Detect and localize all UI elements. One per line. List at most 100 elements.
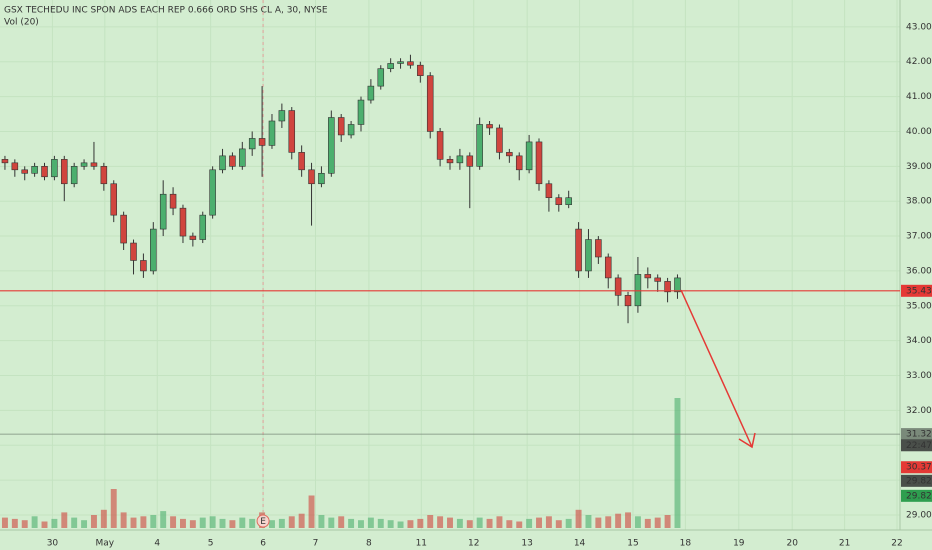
x-tick-label: 21 [839, 539, 850, 549]
volume-bar [595, 517, 602, 528]
price-tag [901, 428, 932, 441]
candle-body [298, 152, 305, 171]
volume-bar [348, 518, 355, 528]
candle-body [654, 277, 661, 282]
volume-bar [565, 518, 572, 528]
y-tick-label: 34.00 [906, 336, 932, 346]
candle-body [239, 148, 246, 167]
candle-body [318, 172, 325, 185]
chart-title: GSX TECHEDU INC SPON ADS EACH REP 0.666 … [4, 6, 328, 16]
volume-bar [81, 520, 88, 528]
volume-bar [496, 516, 503, 528]
volume-bar [239, 517, 246, 528]
volume-bar [555, 520, 562, 528]
event-label: E [260, 517, 266, 527]
x-tick-label: 11 [416, 539, 427, 549]
candle-body [634, 274, 642, 307]
volume-bar [189, 520, 196, 528]
candle-body [476, 124, 483, 167]
candle-body [387, 63, 394, 69]
candle-body [120, 214, 127, 244]
candle-body [308, 169, 315, 185]
volume-bar [199, 517, 206, 528]
x-tick-label: May [96, 539, 115, 549]
volume-bar [397, 521, 404, 528]
candle-body [436, 131, 444, 160]
volume-bar [625, 512, 631, 528]
candle-body [397, 61, 404, 64]
candle-body [486, 124, 493, 129]
candle-body [229, 155, 236, 167]
candle-body [426, 75, 434, 132]
candle-body [189, 235, 197, 240]
price-tag [901, 461, 932, 474]
y-tick-label: 32.00 [906, 406, 932, 416]
candle-body [130, 242, 137, 261]
volume-bar [654, 517, 661, 528]
volume-bar [536, 517, 542, 528]
price-tag-label: 35.43 [906, 286, 932, 296]
candle-body [624, 295, 632, 307]
candle-body [466, 155, 474, 167]
candle-body [417, 64, 424, 76]
volume-bar [51, 518, 58, 528]
candle-body [169, 193, 177, 209]
candle-body [545, 183, 553, 199]
candle-body [159, 193, 167, 230]
volume-bar [318, 515, 325, 528]
volume-bar [61, 512, 68, 528]
candle-body [140, 260, 147, 272]
volume-bar [180, 518, 186, 528]
volume-bar [120, 512, 127, 528]
candle-body [328, 117, 335, 174]
candle-body [70, 166, 78, 185]
y-tick-label: 43.00 [906, 22, 932, 32]
y-tick-label: 35.00 [906, 301, 932, 311]
volume-bar [664, 515, 671, 528]
x-tick-label: 7 [313, 539, 319, 549]
volume-bar [447, 517, 453, 528]
x-tick-label: 22 [891, 539, 902, 549]
candle-body [179, 207, 187, 237]
candle-body [555, 197, 563, 205]
candle-body [80, 162, 88, 167]
volume-bar [437, 516, 444, 528]
volume-bar [71, 517, 78, 528]
candle-body [100, 166, 108, 185]
trend-arrow-head [738, 432, 756, 449]
volume-bar [358, 520, 364, 528]
volume-bar [31, 516, 38, 528]
volume-bar [486, 518, 493, 528]
candle-body [585, 239, 592, 272]
volume-bar [21, 520, 28, 528]
volume-bar [1, 517, 8, 528]
candle-body [150, 228, 157, 272]
volume-bar [170, 516, 177, 528]
candle-body [595, 239, 602, 258]
volume-bar [417, 518, 424, 528]
candle-body [446, 159, 454, 164]
volume-bar [338, 516, 345, 528]
candle-body [456, 155, 464, 164]
volume-bar [387, 520, 394, 528]
volume-bar [328, 517, 335, 528]
volume-bar [466, 520, 473, 528]
y-tick-label: 40.00 [906, 127, 932, 137]
volume-bar [476, 517, 483, 528]
candle-body [219, 155, 226, 171]
volume-bar [278, 518, 285, 528]
price-axis-bg [900, 0, 932, 550]
volume-bar [585, 515, 592, 528]
y-tick-label: 37.00 [906, 232, 932, 242]
candle-body [337, 117, 345, 136]
volume-bar [407, 520, 414, 528]
candle-body [575, 228, 582, 272]
price-tag-label: 31.32 [906, 430, 932, 440]
y-tick-label: 33.00 [906, 371, 932, 381]
price-tag-label: 30.37 [906, 463, 932, 473]
candle-body [367, 85, 375, 101]
candle-body [51, 159, 58, 178]
volume-bar [545, 516, 552, 528]
candle-body [90, 162, 98, 167]
volume-bar [377, 518, 384, 528]
